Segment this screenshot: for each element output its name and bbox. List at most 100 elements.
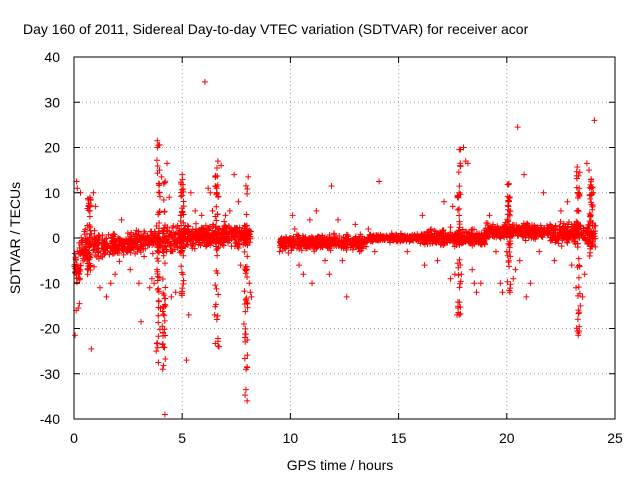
data-point — [504, 193, 511, 200]
data-point — [86, 208, 93, 215]
data-point — [241, 355, 248, 362]
data-point — [76, 276, 83, 283]
data-point — [214, 237, 221, 244]
data-point — [552, 239, 559, 246]
data-point — [151, 228, 158, 235]
data-point — [187, 232, 194, 239]
data-point — [574, 316, 581, 323]
data-point — [156, 193, 163, 200]
data-point — [127, 266, 134, 273]
data-point — [450, 240, 457, 247]
data-point — [155, 359, 162, 366]
data-point — [155, 319, 162, 326]
data-point — [241, 223, 248, 230]
data-point — [303, 237, 310, 244]
data-point — [504, 252, 511, 259]
data-point — [414, 232, 421, 239]
data-point — [204, 239, 211, 246]
data-point — [110, 250, 117, 257]
data-point — [497, 235, 504, 242]
data-point — [162, 295, 169, 302]
data-point — [300, 271, 307, 278]
data-point — [586, 167, 593, 174]
data-point — [371, 248, 378, 255]
data-point — [183, 357, 190, 364]
data-point — [510, 230, 517, 237]
data-point — [245, 173, 252, 180]
data-point — [587, 213, 594, 220]
data-point — [242, 308, 249, 315]
data-point — [505, 181, 512, 188]
data-point — [201, 78, 208, 85]
data-point — [72, 332, 79, 339]
data-point — [231, 171, 238, 178]
data-point — [449, 203, 456, 210]
data-point — [383, 232, 390, 239]
data-point — [141, 253, 148, 260]
x-tick-label: 15 — [391, 430, 407, 446]
data-point — [506, 241, 513, 248]
data-point — [224, 239, 231, 246]
data-point — [154, 170, 161, 177]
data-point — [456, 183, 463, 190]
data-point — [77, 262, 84, 269]
data-point — [434, 257, 441, 264]
data-point — [213, 183, 220, 190]
data-point — [504, 278, 511, 285]
data-point — [586, 191, 593, 198]
data-point — [154, 137, 161, 144]
data-point — [507, 253, 514, 260]
data-point — [574, 240, 581, 247]
data-point — [456, 212, 463, 219]
data-point — [116, 235, 123, 242]
data-point — [213, 285, 220, 292]
data-point — [154, 163, 161, 170]
data-point — [572, 223, 579, 230]
data-point — [162, 284, 169, 291]
data-point — [87, 267, 94, 274]
data-point — [180, 227, 187, 234]
data-point — [212, 282, 219, 289]
data-point — [177, 193, 184, 200]
y-tick-label: 20 — [44, 140, 60, 156]
data-point — [227, 225, 234, 232]
data-point — [489, 232, 496, 239]
data-point — [456, 227, 463, 234]
data-point — [86, 240, 93, 247]
data-point — [127, 235, 134, 242]
data-point — [184, 226, 191, 233]
data-point — [243, 266, 250, 273]
data-point — [277, 240, 284, 247]
data-point — [507, 240, 514, 247]
data-point — [125, 238, 132, 245]
data-point — [160, 311, 167, 318]
data-point — [133, 227, 140, 234]
data-point — [187, 189, 194, 196]
data-point — [95, 245, 102, 252]
data-point — [456, 205, 463, 212]
data-point — [338, 243, 345, 250]
data-point — [75, 271, 82, 278]
data-point — [386, 235, 393, 242]
data-point — [212, 303, 219, 310]
x-tick-label: 10 — [283, 430, 299, 446]
data-point — [522, 232, 529, 239]
data-point — [356, 248, 363, 255]
data-point — [291, 242, 298, 249]
data-point — [473, 289, 480, 296]
data-point — [577, 229, 584, 236]
data-point — [237, 262, 244, 269]
data-point — [506, 225, 513, 232]
data-point — [207, 225, 214, 232]
data-point — [242, 386, 249, 393]
data-point — [179, 208, 186, 215]
data-point — [456, 311, 463, 318]
data-point — [181, 230, 188, 237]
data-point — [92, 241, 99, 248]
data-point — [150, 238, 157, 245]
data-point — [549, 235, 556, 242]
data-point — [579, 293, 586, 300]
data-point — [343, 293, 350, 300]
data-point — [161, 233, 168, 240]
data-point — [497, 280, 504, 287]
